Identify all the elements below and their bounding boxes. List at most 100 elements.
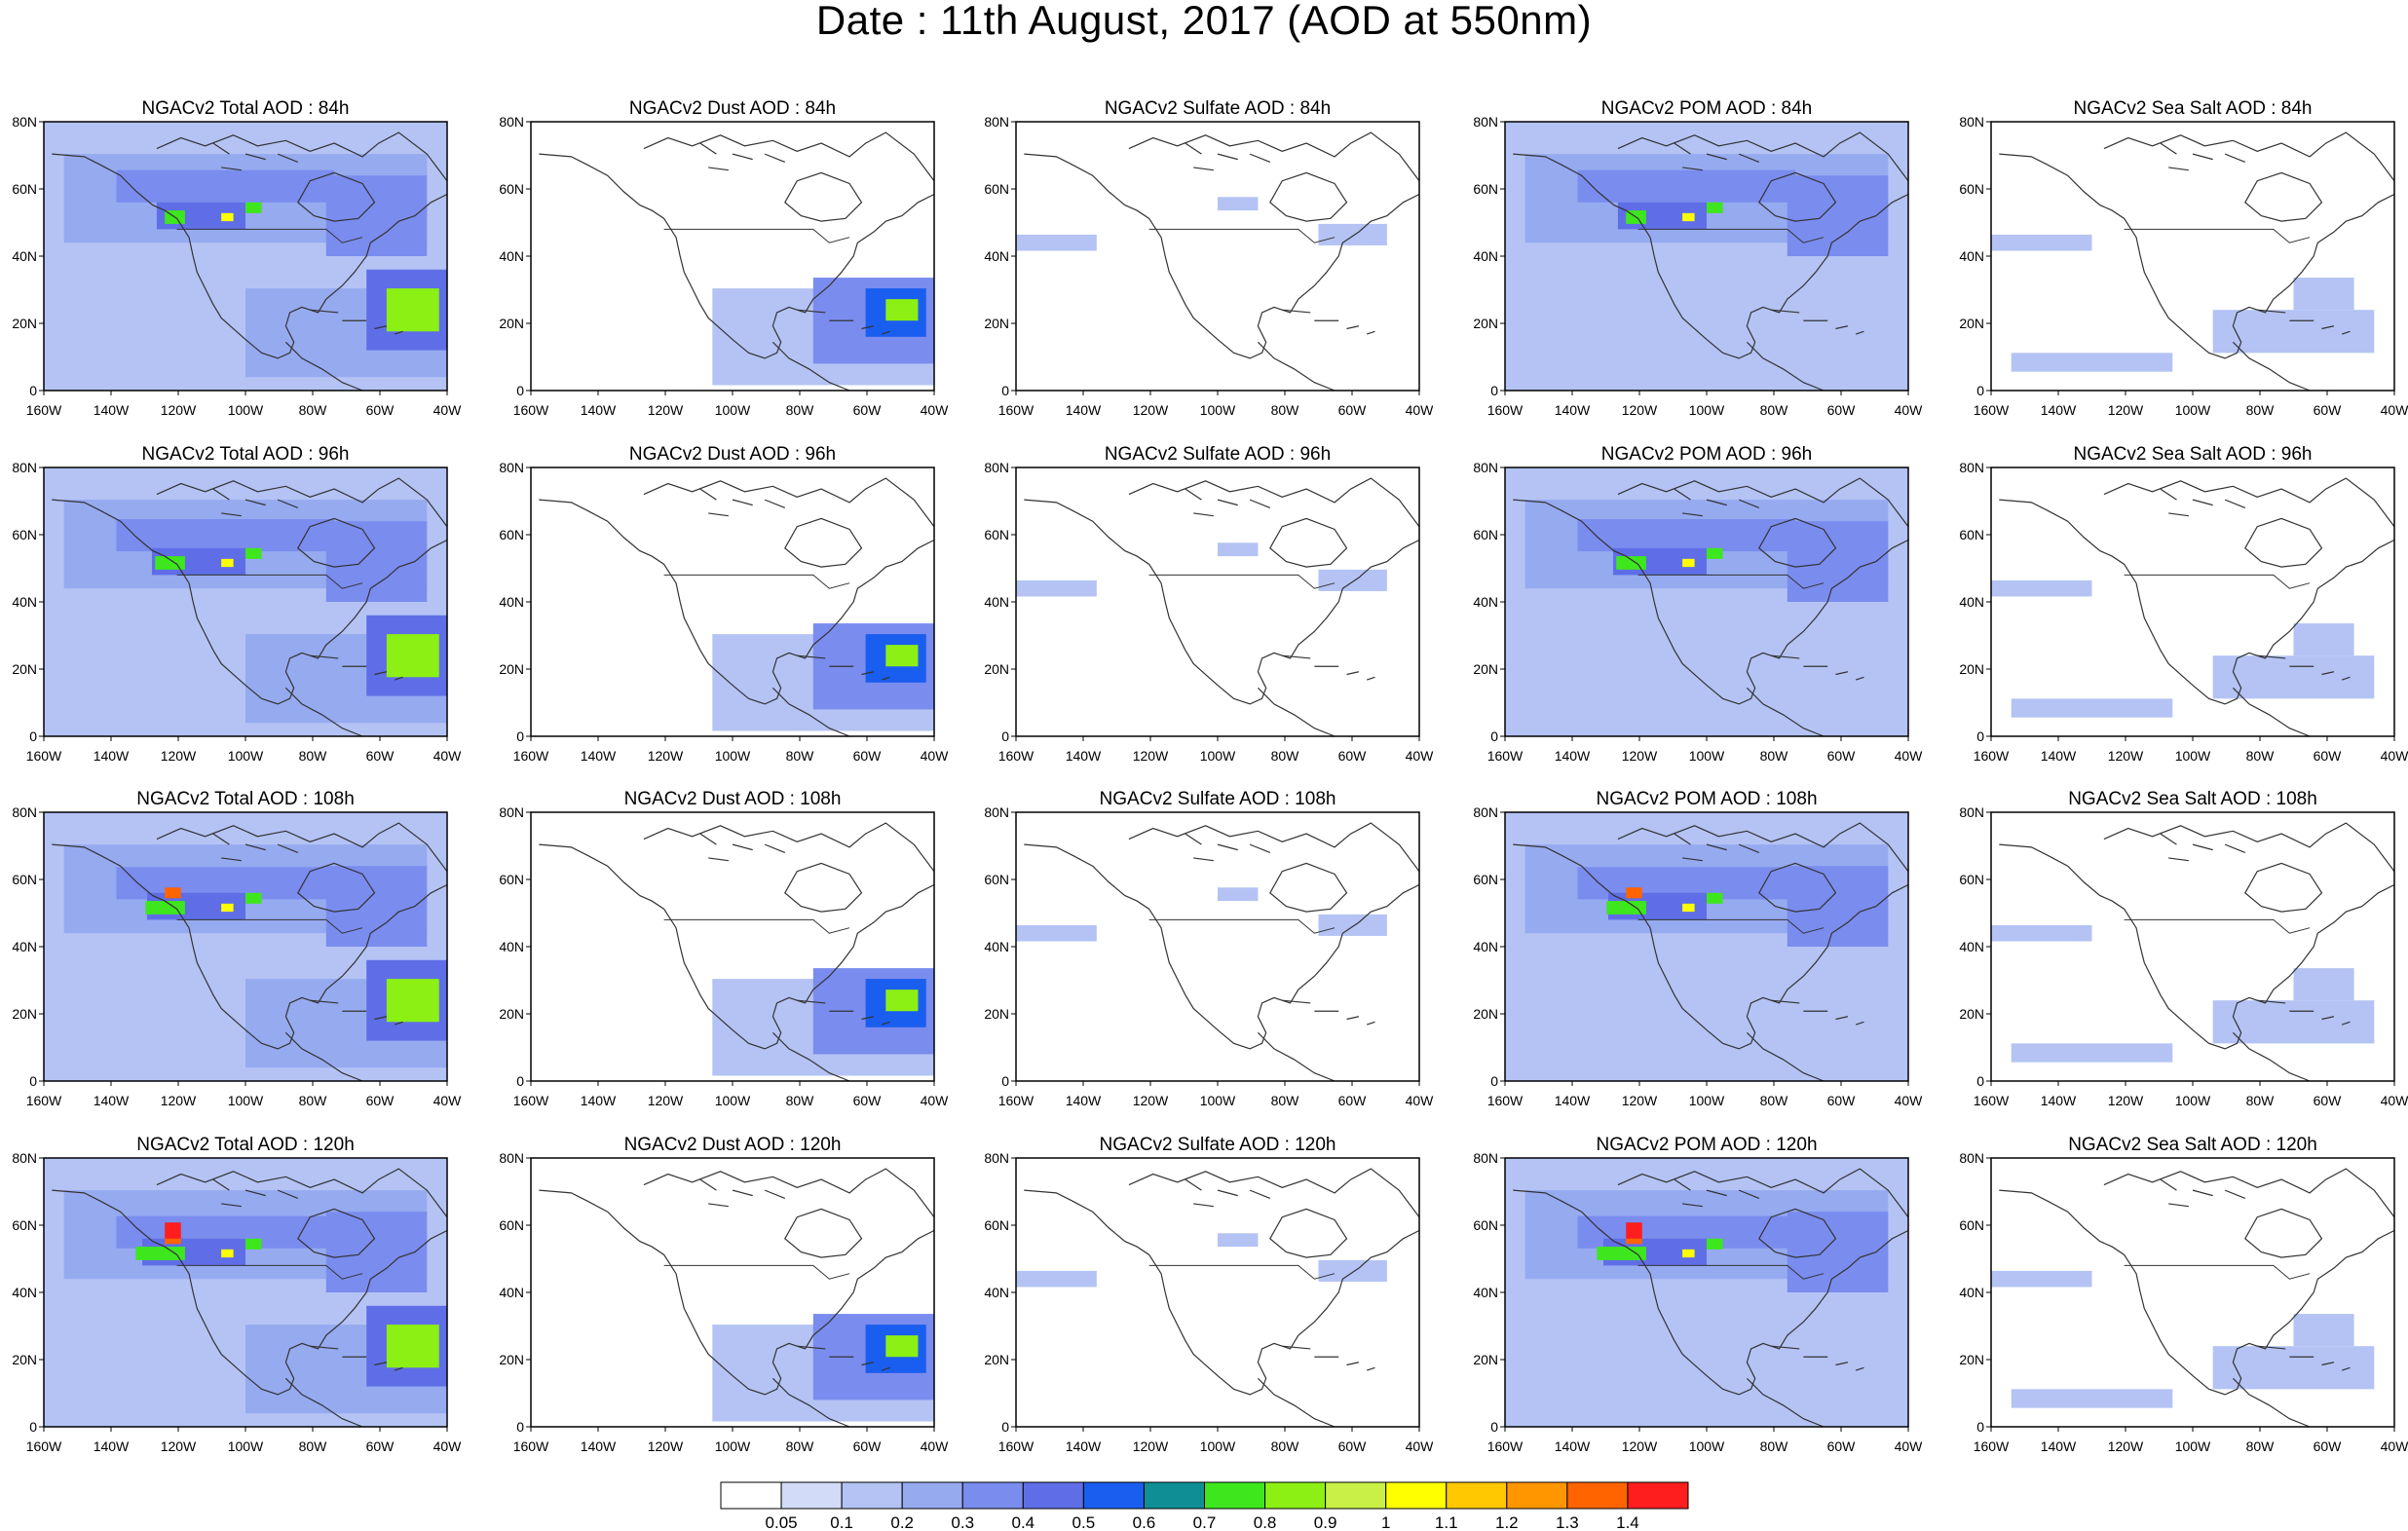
- lat-tick-label: 80N: [1959, 460, 1984, 475]
- map-panel-sulfate-aod-4: NGACv2 Sulfate AOD : 120h 0 20N 40N 60N 80N 16…: [984, 1135, 1434, 1454]
- lat-tick-label: 40N: [1473, 939, 1498, 954]
- coastline: [1258, 342, 1335, 391]
- lon-tick-label: 80W: [1760, 1438, 1789, 1454]
- lat-tick-label: 20N: [1959, 316, 1984, 331]
- lat-tick-label: 80N: [1473, 1150, 1498, 1166]
- aerosol-shading: [1787, 866, 1889, 947]
- lon-tick-label: 120W: [1622, 748, 1658, 764]
- coastline: [2233, 688, 2310, 736]
- colorbar-label: 0.4: [1011, 1513, 1035, 1531]
- lon-tick-label: 140W: [94, 1438, 130, 1454]
- aerosol-shading: [1682, 903, 1695, 913]
- lon-tick-label: 80W: [1760, 748, 1789, 764]
- lat-tick-label: 60N: [1473, 872, 1498, 887]
- lon-tick-label: 40W: [1406, 1093, 1435, 1108]
- lon-tick-label: 160W: [513, 1438, 549, 1454]
- lon-tick-label: 100W: [2175, 402, 2211, 418]
- coastline: [539, 844, 934, 1049]
- country-border: [177, 229, 362, 243]
- lat-tick-label: 20N: [12, 1006, 37, 1022]
- coastline: [1999, 844, 2394, 1049]
- coastline: [539, 154, 934, 358]
- lon-tick-label: 100W: [1689, 748, 1725, 764]
- lat-tick-label: 40N: [12, 248, 37, 264]
- coastline: [2104, 1169, 2394, 1217]
- coastline: [772, 688, 849, 736]
- coastline: [785, 172, 862, 221]
- lon-tick-label: 160W: [26, 748, 62, 764]
- coastline: [1513, 1190, 1908, 1395]
- coastline: [1618, 823, 1908, 872]
- aerosol-shading: [1585, 1351, 1667, 1368]
- coastline: [1258, 1032, 1335, 1081]
- country-border: [2125, 1265, 2310, 1279]
- lon-tick-label: 140W: [2041, 748, 2077, 764]
- lat-tick-label: 20N: [499, 316, 524, 331]
- lon-tick-label: 60W: [366, 1438, 395, 1454]
- lon-tick-label: 140W: [1555, 1093, 1591, 1108]
- lon-tick-label: 40W: [2381, 1438, 2408, 1454]
- coastline: [298, 1209, 375, 1257]
- colorbar-bin: [1506, 1481, 1568, 1510]
- map-panel-pom-aod-4: NGACv2 POM AOD : 120h 0 20N 40N 60N 80N 160W 14…: [1473, 1135, 1923, 1454]
- lon-tick-label: 100W: [228, 748, 264, 764]
- aerosol-shading: [325, 1212, 428, 1292]
- map-panel-sea-salt-aod-1: NGACv2 Sea Salt AOD : 84h 0 20N 40N 60N 80N 16…: [1959, 98, 2408, 418]
- aerosol-shading: [1016, 924, 1097, 942]
- lon-tick-label: 80W: [2246, 1093, 2276, 1108]
- aerosol-shading: [116, 518, 335, 552]
- coastline: [213, 143, 298, 170]
- lon-tick-label: 80W: [1760, 1093, 1789, 1108]
- coastline: [2257, 1346, 2350, 1370]
- lon-tick-label: 60W: [366, 1093, 395, 1108]
- coastline: [785, 1209, 862, 1257]
- lon-tick-label: 80W: [299, 748, 328, 764]
- colorbar-label: 0.7: [1193, 1513, 1217, 1531]
- lat-tick-label: 20N: [984, 316, 1009, 331]
- coastline: [1674, 489, 1759, 516]
- lon-tick-label: 80W: [1271, 1093, 1300, 1108]
- lon-tick-label: 80W: [2246, 1438, 2276, 1454]
- country-border: [2125, 229, 2310, 243]
- lon-tick-label: 160W: [1487, 1438, 1524, 1454]
- coastline: [700, 1179, 785, 1207]
- coastline: [700, 143, 785, 170]
- coastline: [1771, 310, 1863, 334]
- colorbar-bin: [720, 1481, 782, 1510]
- lon-tick-label: 160W: [998, 1438, 1035, 1454]
- lon-tick-label: 40W: [1895, 1438, 1924, 1454]
- aerosol-shading: [1218, 542, 1259, 557]
- lon-tick-label: 160W: [998, 402, 1035, 418]
- coastline: [213, 1179, 298, 1207]
- lon-tick-label: 120W: [1133, 402, 1169, 418]
- lon-tick-label: 40W: [433, 402, 463, 418]
- panel-title: NGACv2 Total AOD : 84h: [142, 98, 350, 119]
- lat-tick-label: 20N: [499, 1006, 524, 1022]
- panel-title: NGACv2 Dust AOD : 84h: [629, 98, 836, 119]
- coastline: [1513, 154, 1908, 358]
- lat-tick-label: 0: [516, 1419, 524, 1435]
- lon-tick-label: 60W: [853, 1093, 883, 1108]
- lon-tick-label: 80W: [1760, 402, 1789, 418]
- coastline: [644, 823, 934, 872]
- colorbar-bin: [1204, 1481, 1266, 1510]
- lat-tick-label: 0: [1490, 728, 1498, 744]
- lon-tick-label: 80W: [786, 1438, 815, 1454]
- lon-tick-label: 60W: [2314, 1438, 2343, 1454]
- aerosol-shading: [2293, 968, 2354, 1001]
- lat-tick-label: 80N: [1959, 114, 1984, 130]
- lon-tick-label: 60W: [1827, 1093, 1857, 1108]
- coastline: [1759, 863, 1836, 912]
- map-panel-total-aod-3: NGACv2 Total AOD : 108h 0 20N 40N 60N 80N 160W…: [12, 789, 462, 1108]
- colorbar-label: 0.3: [951, 1513, 974, 1531]
- lon-tick-label: 100W: [2175, 1438, 2211, 1454]
- panel-title: NGACv2 Total AOD : 96h: [142, 444, 350, 465]
- lon-tick-label: 100W: [228, 402, 264, 418]
- lon-tick-label: 60W: [853, 402, 883, 418]
- aerosol-shading: [165, 887, 181, 899]
- aerosol-shading: [1682, 1249, 1695, 1258]
- coastline: [1129, 823, 1419, 872]
- aerosol-shading: [155, 556, 185, 570]
- lon-tick-label: 120W: [648, 1093, 684, 1108]
- lat-tick-label: 20N: [499, 1352, 524, 1367]
